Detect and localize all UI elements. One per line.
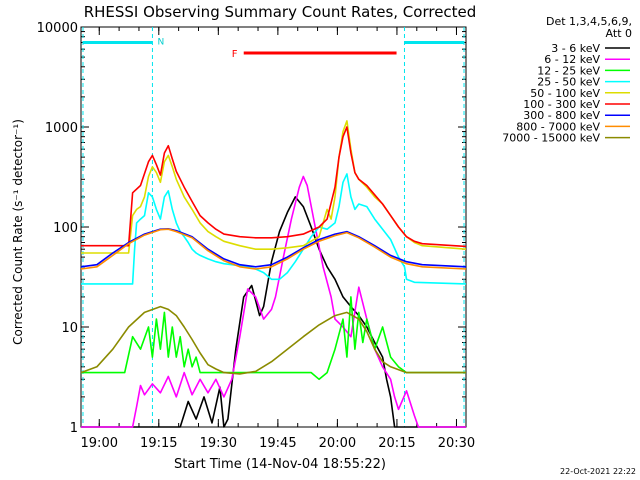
- legend-label: 12 - 25 keV: [537, 64, 600, 77]
- chart-title: RHESSI Observing Summary Count Rates, Co…: [84, 3, 477, 21]
- night-label: N: [157, 37, 164, 47]
- series-line-7: [80, 228, 467, 270]
- y-tick-label: 1000: [45, 121, 78, 136]
- x-tick-label: 19:45: [259, 436, 296, 451]
- night-indicators: N: [82, 27, 465, 427]
- x-axis-label: Start Time (14-Nov-04 18:55:22): [174, 457, 386, 472]
- flare-label: F: [232, 49, 238, 60]
- legend-label: 800 - 7000 keV: [516, 120, 600, 133]
- y-tick-label: 10000: [37, 21, 78, 36]
- x-axis: 19:00 19:15 19:30 19:45 20:00 20:15 20:30: [81, 27, 475, 451]
- x-tick-label: 20:00: [319, 436, 356, 451]
- y-tick-label: 10: [61, 321, 78, 336]
- legend-label: 7000 - 15000 keV: [502, 132, 600, 145]
- x-tick-label: 19:30: [200, 436, 237, 451]
- y-axis: 1 10 100 1000 10000: [37, 21, 466, 436]
- x-tick-label: 19:00: [81, 436, 118, 451]
- series-line-3: [81, 173, 467, 285]
- series-lines: [80, 120, 467, 428]
- legend-label: 6 - 12 keV: [544, 53, 600, 66]
- legend-label: 300 - 800 keV: [523, 109, 600, 122]
- y-tick-label: 100: [53, 221, 78, 236]
- flare-indicator: F: [232, 49, 397, 60]
- series-line-6: [80, 228, 467, 268]
- legend-header-line2: Att 0: [606, 27, 632, 40]
- x-tick-label: 20:30: [438, 436, 475, 451]
- series-line-1: [81, 175, 466, 428]
- series-line-2: [81, 296, 466, 381]
- legend-label: 100 - 300 keV: [523, 98, 600, 111]
- date-stamp: 22-Oct-2021 22:22: [560, 467, 636, 476]
- y-axis-label: Corrected Count Rate (s⁻¹ detector⁻¹): [11, 119, 25, 345]
- legend-label: 50 - 100 keV: [530, 87, 600, 100]
- plot-area: 1 10 100 1000 10000 19:00 19:15 19:30 19:45 20:0…: [37, 21, 476, 451]
- plot-frame: [80, 26, 467, 428]
- x-tick-label: 20:15: [378, 436, 415, 451]
- series-line-5: [81, 126, 467, 248]
- legend-header-line1: Det 1,3,4,5,6,9,: [546, 15, 632, 28]
- series-line-4: [81, 120, 467, 254]
- legend-label: 3 - 6 keV: [551, 42, 600, 55]
- x-tick-label: 19:15: [140, 436, 177, 451]
- y-tick-label: 1: [70, 421, 78, 436]
- series-line-8: [80, 305, 466, 375]
- legend-label: 25 - 50 keV: [537, 76, 600, 89]
